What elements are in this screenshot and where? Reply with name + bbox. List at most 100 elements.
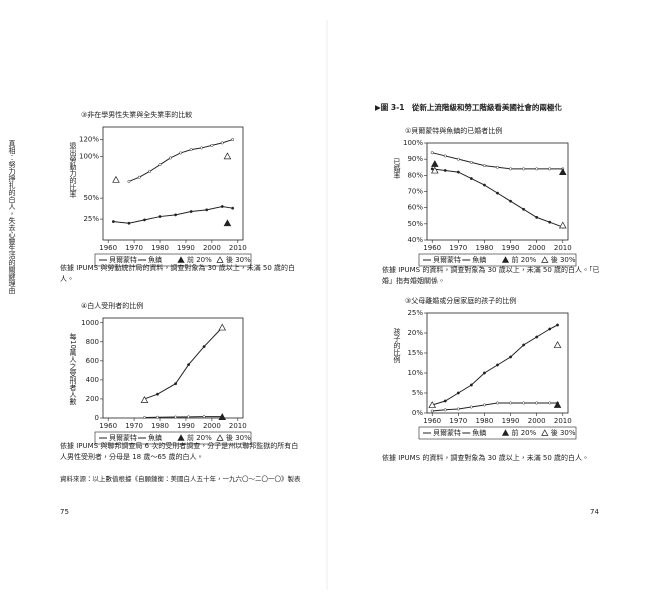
triangle-marker xyxy=(112,175,120,183)
chart-title: ①貝爾蒙特與魚鎮的已婚者比例 xyxy=(405,126,502,135)
series-point xyxy=(174,213,178,217)
legend-label: 後 30% xyxy=(226,255,251,264)
series-point xyxy=(535,401,539,405)
series-point xyxy=(220,141,224,145)
series-point xyxy=(187,363,191,367)
legend-label: 前 20% xyxy=(187,255,212,264)
y-tick-label: 70% xyxy=(407,188,423,196)
plot-frame xyxy=(102,317,244,419)
legend-label: 貝爾蒙特 xyxy=(109,433,137,442)
series-point xyxy=(522,401,526,405)
series-point xyxy=(548,327,552,331)
series-point xyxy=(231,138,235,142)
x-tick-label: 1990 xyxy=(177,422,195,430)
series-point xyxy=(522,207,526,211)
series-point xyxy=(469,383,473,387)
y-tick-label: 0 xyxy=(95,414,99,422)
series-point xyxy=(522,167,526,171)
y-tick-label: 0% xyxy=(412,409,423,417)
triangle-marker xyxy=(558,221,567,229)
series-point xyxy=(155,415,159,419)
x-tick-label: 2000 xyxy=(203,422,221,430)
series-point xyxy=(456,170,460,174)
side-running-text: 真相：努力掙扎的白人，失去心靈生活的關鍵理由 xyxy=(8,139,16,295)
series-line xyxy=(432,402,558,412)
x-tick-label: 1970 xyxy=(449,417,467,425)
series-point xyxy=(509,355,513,359)
series-line xyxy=(113,206,233,224)
series-point xyxy=(548,401,552,405)
y-tick-label: 25% xyxy=(407,309,423,317)
series-point xyxy=(158,215,162,219)
series-point xyxy=(127,179,131,183)
triangle-marker xyxy=(553,401,562,408)
y-axis-label: 每10萬人之受刑者人數 xyxy=(69,332,77,406)
triangle-marker xyxy=(428,401,437,408)
series-point xyxy=(496,401,499,405)
legend-label: 魚鎮 xyxy=(148,433,162,442)
y-tick-label: 5% xyxy=(412,389,423,397)
caption: 依據 IPUMS 與聯邦調查局 6 次的受刑者調查，分子是州以聯邦監獄的所有白人… xyxy=(60,442,299,461)
series-point xyxy=(205,208,209,212)
series-point xyxy=(220,205,224,208)
series-point xyxy=(509,401,513,405)
series-point xyxy=(174,415,178,419)
series-point xyxy=(158,163,162,167)
x-tick-label: 2010 xyxy=(229,422,247,430)
series-point xyxy=(548,220,552,224)
x-tick-label: 1990 xyxy=(502,417,520,425)
series-point xyxy=(189,148,193,152)
series-point xyxy=(482,183,486,187)
series-point xyxy=(155,392,159,396)
series-point xyxy=(522,343,526,347)
series-point xyxy=(168,156,172,160)
legend-label: 後 30% xyxy=(551,428,576,437)
series-line xyxy=(144,416,223,419)
x-tick-label: 2000 xyxy=(203,244,221,252)
x-tick-label: 1960 xyxy=(423,417,441,425)
y-tick-label: 60% xyxy=(407,204,423,212)
figure-title: ▶圖 3-1 從新上流階級和勞工階級看美國社會的兩極化 xyxy=(375,102,562,112)
legend-swatch xyxy=(541,256,549,263)
legend-label: 後 30% xyxy=(551,255,576,264)
legend-swatch xyxy=(541,429,549,436)
series-point xyxy=(430,409,434,413)
legend-label: 魚鎮 xyxy=(472,255,486,264)
series-point xyxy=(111,220,115,224)
series-point xyxy=(443,399,447,403)
series-point xyxy=(548,167,552,171)
triangle-marker xyxy=(218,413,227,420)
source-note: 資料來源：以上數值根據《自願鏈衡：美國白人五十年，一九六〇～二〇一〇》製表 xyxy=(60,475,301,483)
legend-label: 貝爾蒙特 xyxy=(433,428,461,437)
x-tick-label: 1960 xyxy=(99,244,117,252)
legend-label: 前 20% xyxy=(512,255,537,264)
chart-title: ③非在學男性失業與全失業率的比較 xyxy=(81,110,192,119)
legend-label: 前 20% xyxy=(512,428,537,437)
series-point xyxy=(143,218,146,222)
series-point xyxy=(179,151,183,155)
x-tick-label: 1980 xyxy=(476,417,494,425)
triangle-marker xyxy=(223,152,232,160)
x-tick-label: 1970 xyxy=(449,244,467,252)
chart-title: ③父母離婚或分居家庭的孩子的比例 xyxy=(405,296,516,305)
series-point xyxy=(509,167,513,171)
plot-frame xyxy=(426,142,569,241)
series-point xyxy=(482,403,486,407)
legend-swatch xyxy=(501,429,510,436)
y-axis-label: 退出勞動力的比率 xyxy=(69,141,77,199)
y-axis-label: 孩子的比例 xyxy=(393,327,401,364)
y-tick-label: 200 xyxy=(86,395,99,403)
y-tick-label: 10% xyxy=(407,369,423,377)
series-line xyxy=(144,327,223,400)
series-point xyxy=(200,146,203,150)
series-point xyxy=(430,167,434,171)
y-tick-label: 40% xyxy=(407,236,423,244)
legend-frame xyxy=(418,253,577,267)
caption: 依據 IPUMS 與勞動統計局的資料，調查對象為 30 歲以上，未滿 50 歲的… xyxy=(60,264,296,283)
triangle-marker xyxy=(431,166,439,174)
series-point xyxy=(189,210,193,213)
x-tick-label: 1970 xyxy=(125,244,143,252)
series-point xyxy=(496,191,499,195)
legend-label: 貝爾蒙特 xyxy=(433,255,461,264)
